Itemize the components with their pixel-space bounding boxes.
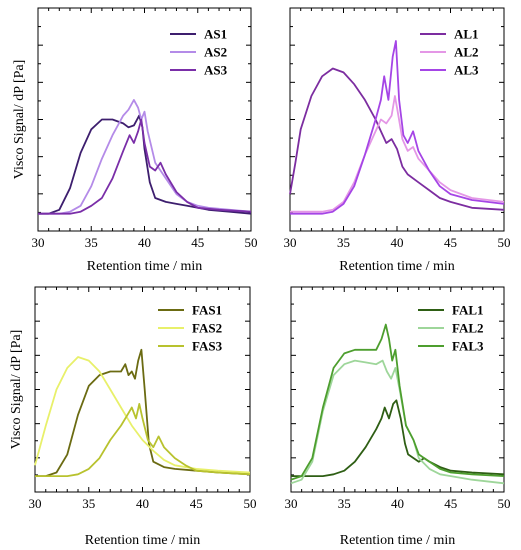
x-tick-label: 50	[245, 235, 258, 250]
y-axis-title: Visco Signal/ dP [Pa]	[9, 330, 24, 450]
x-tick-label: 45	[444, 496, 457, 511]
legend-label: AS1	[204, 27, 227, 42]
legend-label: AL3	[454, 63, 479, 78]
series-line-al1	[289, 67, 505, 211]
chart-panel-2: 30 35 40 45 50 Retention time / min AL1 AL2 AL3	[284, 7, 511, 274]
x-tick-label: 30	[285, 496, 298, 511]
legend-label: FAS3	[192, 339, 223, 354]
legend-label: AS2	[204, 45, 227, 60]
chart-panel-4: 30 35 40 45 50 Retention time / min FAL1 FAL2 FA…	[285, 286, 511, 548]
legend-label: FAL2	[452, 321, 484, 336]
y-axis-title: Visco Signal/ dP [Pa]	[12, 60, 27, 180]
series-line-fas1	[35, 348, 251, 477]
x-axis-title: Retention time / min	[340, 533, 456, 548]
x-tick-label: 35	[82, 496, 95, 511]
series-line-as3	[38, 118, 252, 215]
x-axis-title: Retention time / min	[339, 259, 455, 274]
legend-label: AL1	[454, 27, 479, 42]
chart-panel-3: 30 35 40 45 50 Retention time / min Visco Sign…	[9, 286, 257, 548]
x-tick-label: 45	[190, 496, 203, 511]
series-line-as2	[38, 99, 252, 215]
plot-frame	[290, 286, 505, 493]
x-tick-label: 45	[444, 235, 457, 250]
legend-label: FAS2	[192, 321, 222, 336]
x-tick-label: 35	[85, 235, 98, 250]
legend-label: AL2	[454, 45, 479, 60]
series-line-fal3	[290, 323, 505, 481]
x-tick-label: 45	[191, 235, 204, 250]
chart-panel-1: 30 35 40 45 50 Retention time / min Visco Sign…	[12, 7, 258, 274]
x-tick-label: 40	[136, 496, 149, 511]
x-tick-label: 40	[391, 496, 404, 511]
series-line-al3	[290, 40, 505, 215]
x-tick-label: 30	[284, 235, 297, 250]
x-tick-label: 30	[32, 235, 45, 250]
legend-label: FAS1	[192, 303, 222, 318]
series-line-fas2	[34, 356, 251, 474]
x-tick-label: 50	[498, 235, 511, 250]
x-tick-label: 35	[338, 496, 351, 511]
x-tick-label: 50	[498, 496, 511, 511]
x-axis-title: Retention time / min	[87, 259, 203, 274]
x-tick-label: 40	[138, 235, 151, 250]
x-tick-label: 40	[391, 235, 404, 250]
x-tick-label: 35	[337, 235, 350, 250]
series-line-al2	[290, 95, 505, 213]
series-line-fal2	[290, 359, 505, 485]
x-tick-label: 50	[244, 496, 257, 511]
x-tick-label: 30	[29, 496, 42, 511]
series-line-fas3	[35, 403, 251, 477]
x-axis-title: Retention time / min	[85, 533, 201, 548]
legend-label: AS3	[204, 63, 228, 78]
series-line-as1	[38, 114, 252, 215]
legend-label: FAL3	[452, 339, 484, 354]
legend-label: FAL1	[452, 303, 484, 318]
plot-frame	[34, 286, 251, 493]
